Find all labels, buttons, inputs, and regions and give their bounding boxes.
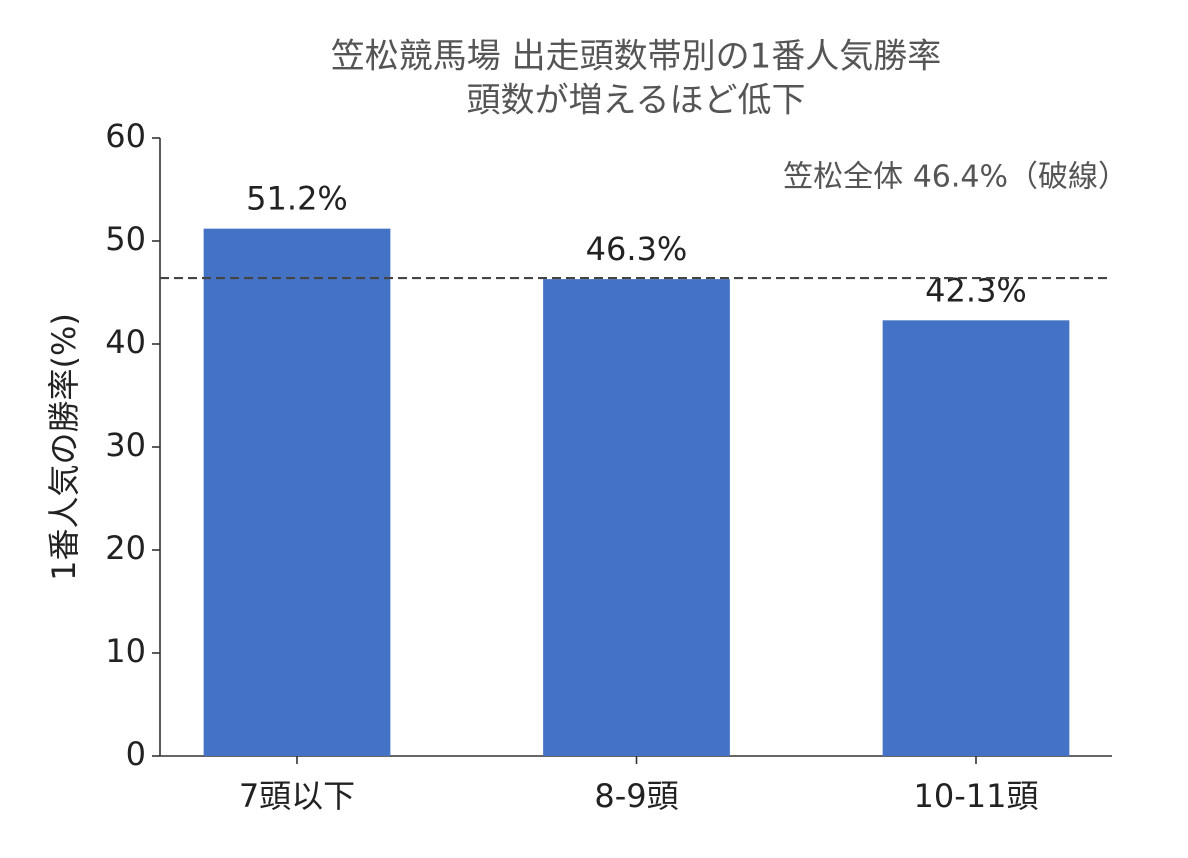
reference-label: 笠松全体 46.4%（破線） (783, 160, 1128, 195)
y-tick-label: 10 (105, 632, 146, 670)
x-tick-label: 10-11頭 (914, 777, 1039, 815)
y-tick-label: 50 (105, 220, 146, 258)
chart-subtitle: 頭数が増えるほど低下 (467, 81, 806, 121)
x-tick-label: 8-9頭 (594, 777, 678, 815)
y-tick-label: 0 (126, 735, 146, 773)
y-tick-label: 40 (105, 323, 146, 361)
x-tick-label: 7頭以下 (239, 777, 355, 815)
bar (203, 228, 391, 756)
y-tick-label: 20 (105, 529, 146, 567)
bar (543, 279, 730, 756)
bar (882, 320, 1070, 756)
y-tick-label: 30 (105, 426, 146, 464)
chart-title: 笠松競馬場 出走頭数帯別の1番人気勝率 (331, 37, 941, 77)
value-label: 51.2% (246, 180, 348, 218)
y-tick-label: 60 (105, 117, 146, 155)
value-label: 46.3% (586, 230, 688, 268)
y-axis-label: 1番人気の勝率(%) (45, 313, 83, 581)
